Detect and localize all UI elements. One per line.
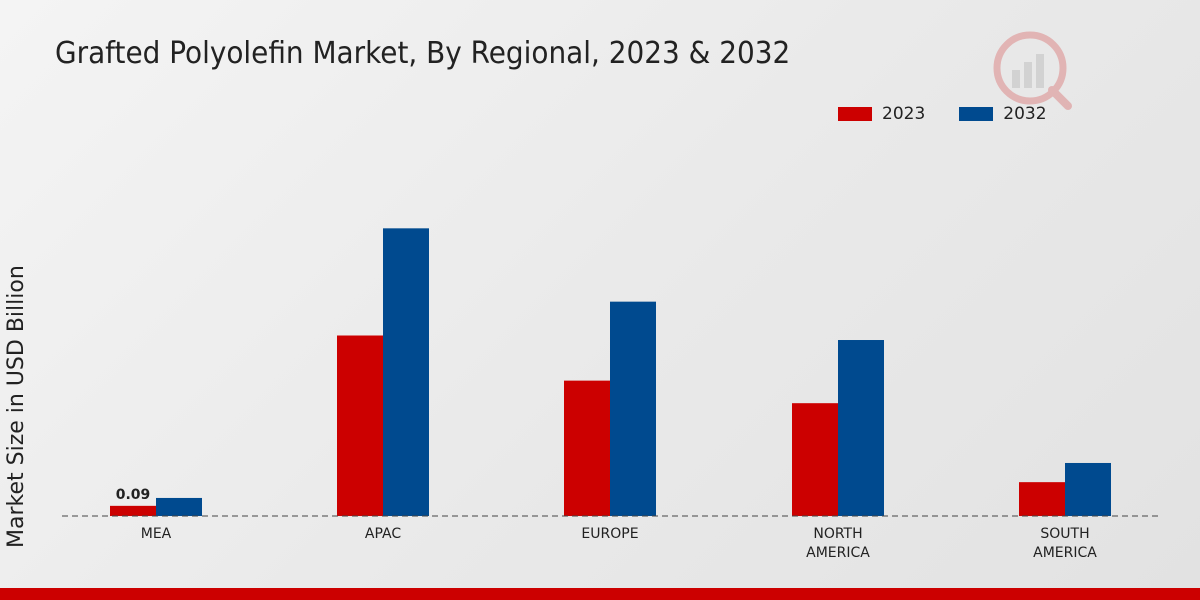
bar-2023-apac <box>337 335 383 516</box>
data-labels: 0.09 <box>116 487 151 503</box>
legend-swatch-2023 <box>838 107 872 121</box>
x-tick-label-europe: EUROPE <box>581 526 638 542</box>
x-tick-label-north-america: NORTH AMERICA <box>806 526 870 561</box>
legend-swatch-2032 <box>959 107 994 121</box>
legend-label-2032: 2032 <box>1003 104 1047 124</box>
bar-2032-south-america <box>1065 462 1111 516</box>
bar-2023-north-america <box>792 403 838 516</box>
x-tick-labels: MEA APAC EUROPE NORTH AMERICA SOUTH AMERICA <box>141 526 1098 561</box>
bar-2032-apac <box>383 228 429 516</box>
bar-2032-europe <box>610 301 656 516</box>
bar-2032-north-america <box>838 340 884 516</box>
bar-2023-europe <box>564 380 610 516</box>
legend-item-2023: 2023 <box>838 104 925 124</box>
data-label-2023-mea: 0.09 <box>116 487 151 503</box>
bar-2032-mea <box>156 497 202 516</box>
bar-2023-south-america <box>1019 482 1065 516</box>
bars-group <box>110 228 1111 516</box>
watermark-logo-icon <box>993 31 1072 110</box>
chart-title: Grafted Polyolefin Market, By Regional, … <box>55 36 791 71</box>
legend: 2023 2032 <box>838 104 1081 124</box>
x-tick-label-south-america: SOUTH AMERICA <box>1033 526 1097 561</box>
legend-label-2023: 2023 <box>882 104 926 124</box>
bar-2023-mea <box>110 505 156 516</box>
x-tick-label-apac: APAC <box>365 526 401 542</box>
legend-item-2032: 2032 <box>959 104 1047 124</box>
x-tick-label-mea: MEA <box>141 526 172 542</box>
footer-bar <box>0 588 1200 600</box>
